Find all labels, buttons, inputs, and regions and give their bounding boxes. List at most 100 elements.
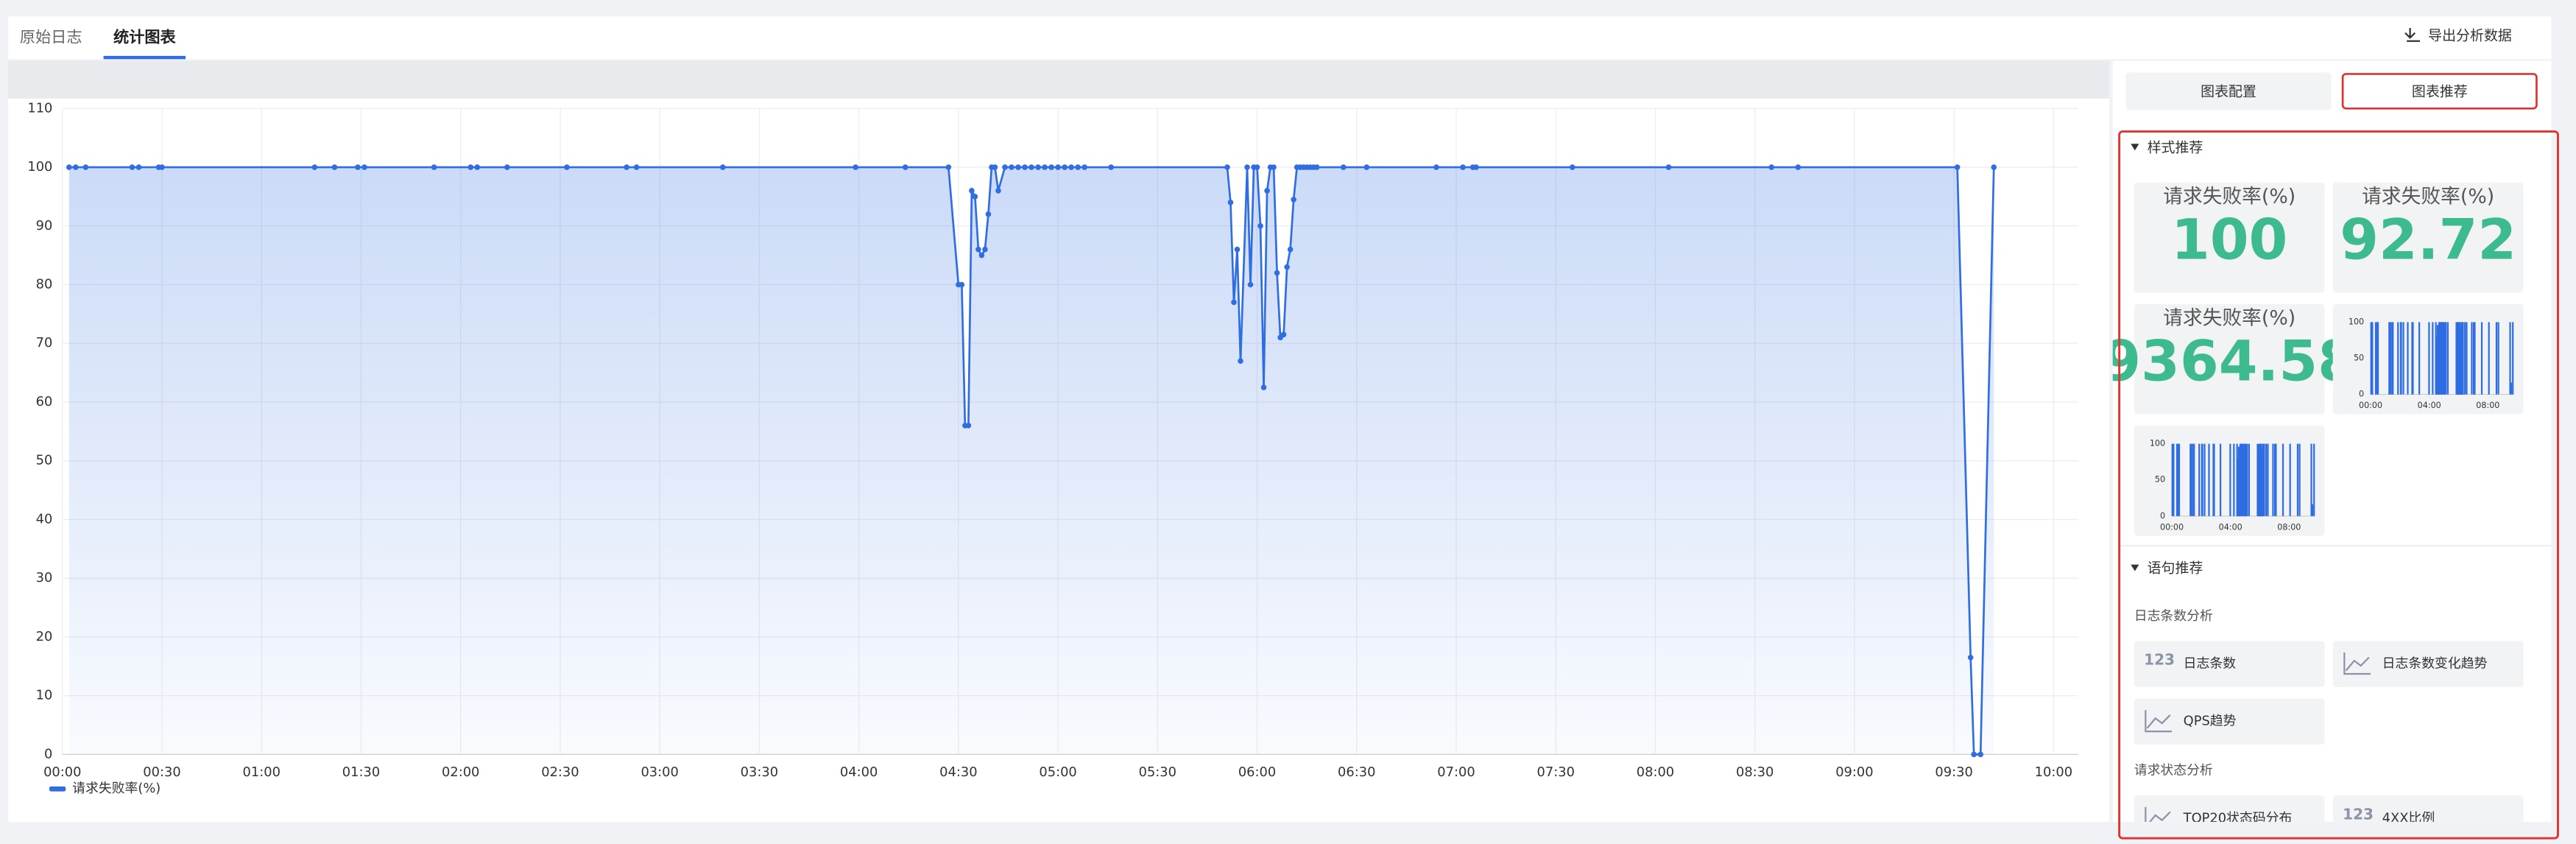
item-label[interactable]: 日志条数变化趋势: [2382, 656, 2488, 672]
y-tick-label: 80: [36, 276, 53, 292]
point: [82, 164, 89, 170]
thumb-bar: [2497, 322, 2499, 395]
point: [311, 164, 318, 170]
point: [982, 246, 988, 253]
x-tick-label: 05:30: [1139, 764, 1176, 780]
thumb-bar: [2267, 443, 2269, 516]
thumb-bar: [2178, 443, 2181, 516]
thumb-bar: [2233, 443, 2235, 516]
point: [902, 164, 908, 170]
style-card[interactable]: [2332, 303, 2524, 415]
x-tick-label: 06:30: [1338, 764, 1375, 780]
item-label[interactable]: 日志条数: [2184, 656, 2237, 672]
thumb-bar: [2198, 443, 2201, 516]
x-tick-label: 09:30: [1935, 764, 1972, 780]
thumb-bar: [2201, 443, 2203, 516]
style-card[interactable]: [2134, 182, 2325, 293]
point: [1991, 164, 1997, 170]
point: [1055, 164, 1061, 170]
x-tick-label: 00:00: [43, 764, 81, 780]
section-title[interactable]: 样式推荐: [2148, 139, 2203, 155]
thumb-bar: [2418, 322, 2421, 395]
item-label[interactable]: TOP20状态码分布: [2183, 810, 2293, 826]
legend-swatch: [49, 786, 66, 792]
point: [129, 164, 135, 170]
query-item[interactable]: [2332, 641, 2524, 687]
query-item[interactable]: [2134, 795, 2325, 841]
point: [1009, 164, 1014, 170]
section-title[interactable]: 语句推荐: [2148, 560, 2203, 577]
config-tab[interactable]: [2125, 72, 2332, 110]
point: [1227, 200, 1234, 205]
thumb-bar: [2173, 443, 2175, 516]
config-tab-label[interactable]: 图表配置: [2201, 83, 2256, 99]
point: [1271, 164, 1277, 170]
card-value: 100: [2171, 207, 2287, 272]
recommend-tab-label[interactable]: 图表推荐: [2412, 83, 2468, 99]
style-card[interactable]: [2134, 426, 2325, 536]
thumb-bar: [2265, 443, 2268, 516]
point: [1257, 222, 1263, 229]
point: [1002, 164, 1008, 170]
y-tick-label: 10: [36, 688, 53, 703]
thumb-bar: [2203, 443, 2206, 516]
thumb-bar: [2397, 322, 2399, 395]
query-item[interactable]: [2134, 698, 2325, 745]
recommend-tab[interactable]: [2341, 73, 2538, 110]
top-bar: [8, 16, 2552, 60]
thumb-bar: [2376, 322, 2379, 395]
style-card[interactable]: [2332, 182, 2524, 293]
point: [1284, 264, 1290, 270]
thumb-bar: [2263, 443, 2265, 516]
point: [1068, 164, 1074, 170]
thumb-y-label: 50: [2354, 354, 2364, 363]
point: [1238, 358, 1243, 364]
item-label[interactable]: QPS趋势: [2184, 714, 2237, 729]
point: [1075, 164, 1081, 170]
item-icon: 123: [2144, 651, 2175, 669]
thumb-bar: [2464, 322, 2466, 395]
point: [1954, 164, 1961, 170]
card-title: 请求失败率(%): [2163, 306, 2296, 329]
collapse-arrow[interactable]: [2131, 144, 2139, 151]
collapse-arrow[interactable]: [2131, 564, 2139, 572]
query-item[interactable]: [2332, 795, 2524, 841]
legend-label: 请求失败率(%): [72, 781, 160, 796]
y-tick-label: 90: [36, 218, 53, 233]
tab[interactable]: 原始日志: [20, 27, 82, 46]
item-icon: [2145, 806, 2171, 822]
point: [135, 164, 142, 170]
thumb-bar: [2296, 443, 2299, 516]
point: [66, 164, 72, 170]
point: [73, 164, 79, 170]
style-card[interactable]: [2134, 303, 2325, 415]
thumb-bar: [2512, 322, 2514, 395]
point: [1433, 164, 1439, 170]
chart-toolbar: [8, 60, 2110, 99]
y-tick-label: 70: [36, 335, 53, 351]
highlight-box: [2118, 130, 2559, 840]
y-tick-label: 60: [36, 394, 53, 409]
group-title: 日志条数分析: [2134, 608, 2213, 624]
thumb-bar: [2246, 443, 2248, 516]
x-tick-label: 06:00: [1238, 764, 1276, 780]
point: [1473, 164, 1479, 170]
y-tick-label: 50: [36, 453, 53, 468]
y-tick-label: 110: [27, 100, 52, 116]
tab-active[interactable]: 统计图表: [113, 27, 177, 46]
thumb-bar: [2375, 322, 2377, 395]
point: [1048, 164, 1054, 170]
thumb-x-label: 00:00: [2359, 401, 2382, 410]
thumb-bar: [2428, 322, 2430, 395]
thumb-bar: [2371, 322, 2374, 395]
x-tick-label: 02:30: [541, 764, 579, 780]
point: [355, 164, 361, 170]
thumb-bar: [2388, 322, 2390, 395]
item-label[interactable]: 4XX比例: [2382, 810, 2435, 826]
thumb-y-label: 100: [2349, 317, 2364, 326]
export-button[interactable]: 导出分析数据: [2428, 28, 2512, 44]
x-tick-label: 07:00: [1437, 764, 1475, 780]
query-item[interactable]: [2134, 641, 2325, 687]
thumb-bar: [2400, 322, 2402, 395]
thumb-bar: [2219, 443, 2222, 516]
